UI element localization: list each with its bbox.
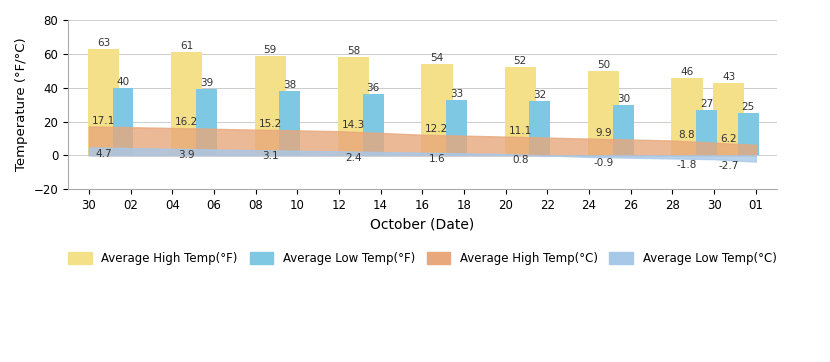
Bar — [255, 55, 286, 155]
Text: -1.8: -1.8 — [676, 160, 697, 170]
Text: 2.4: 2.4 — [345, 153, 362, 163]
Bar — [363, 94, 383, 155]
Text: 32: 32 — [533, 90, 546, 100]
Text: 30: 30 — [617, 94, 630, 104]
Text: 59: 59 — [264, 45, 277, 55]
Bar — [588, 71, 619, 155]
Bar — [113, 88, 134, 155]
Text: 8.8: 8.8 — [679, 130, 696, 140]
Bar — [530, 101, 550, 155]
Text: 0.8: 0.8 — [512, 155, 529, 165]
Text: 27: 27 — [700, 99, 713, 109]
Text: 9.9: 9.9 — [595, 128, 612, 138]
Text: -2.7: -2.7 — [719, 161, 739, 171]
Text: 46: 46 — [681, 67, 694, 76]
Bar — [696, 110, 717, 155]
Text: 15.2: 15.2 — [259, 119, 282, 129]
Text: 25: 25 — [742, 102, 755, 112]
Bar — [446, 100, 467, 155]
Text: 63: 63 — [97, 38, 110, 48]
Bar — [338, 57, 369, 155]
X-axis label: October (Date): October (Date) — [370, 218, 475, 231]
Bar — [280, 91, 300, 155]
Bar — [171, 52, 203, 155]
Bar — [713, 83, 745, 155]
Y-axis label: Temperature (°F/°C): Temperature (°F/°C) — [15, 38, 28, 172]
Text: 1.6: 1.6 — [428, 154, 445, 164]
Text: 3.9: 3.9 — [178, 150, 195, 160]
Text: 3.1: 3.1 — [262, 151, 279, 161]
Text: 39: 39 — [200, 78, 213, 88]
Text: 38: 38 — [283, 80, 296, 90]
Text: -0.9: -0.9 — [593, 158, 614, 168]
Text: 50: 50 — [597, 60, 610, 70]
Text: 58: 58 — [347, 46, 360, 56]
Text: 43: 43 — [722, 72, 735, 81]
Text: 12.2: 12.2 — [425, 124, 448, 134]
Bar — [422, 64, 452, 155]
Bar — [613, 105, 633, 155]
Text: 36: 36 — [367, 83, 380, 93]
Text: 33: 33 — [450, 88, 463, 98]
Text: 11.1: 11.1 — [509, 126, 532, 136]
Bar — [88, 49, 119, 155]
Text: 6.2: 6.2 — [720, 134, 737, 144]
Text: 16.2: 16.2 — [175, 117, 198, 127]
Text: 54: 54 — [430, 53, 443, 63]
Bar — [671, 77, 703, 155]
Text: 61: 61 — [180, 41, 193, 51]
Text: 4.7: 4.7 — [95, 149, 112, 159]
Bar — [738, 113, 759, 155]
Text: 52: 52 — [514, 56, 527, 66]
Bar — [505, 67, 536, 155]
Bar — [196, 89, 217, 155]
Legend: Average High Temp(°F), Average Low Temp(°F), Average High Temp(°C), Average Low : Average High Temp(°F), Average Low Temp(… — [62, 246, 783, 271]
Text: 14.3: 14.3 — [342, 120, 365, 130]
Text: 17.1: 17.1 — [92, 115, 115, 126]
Text: 40: 40 — [116, 77, 129, 87]
